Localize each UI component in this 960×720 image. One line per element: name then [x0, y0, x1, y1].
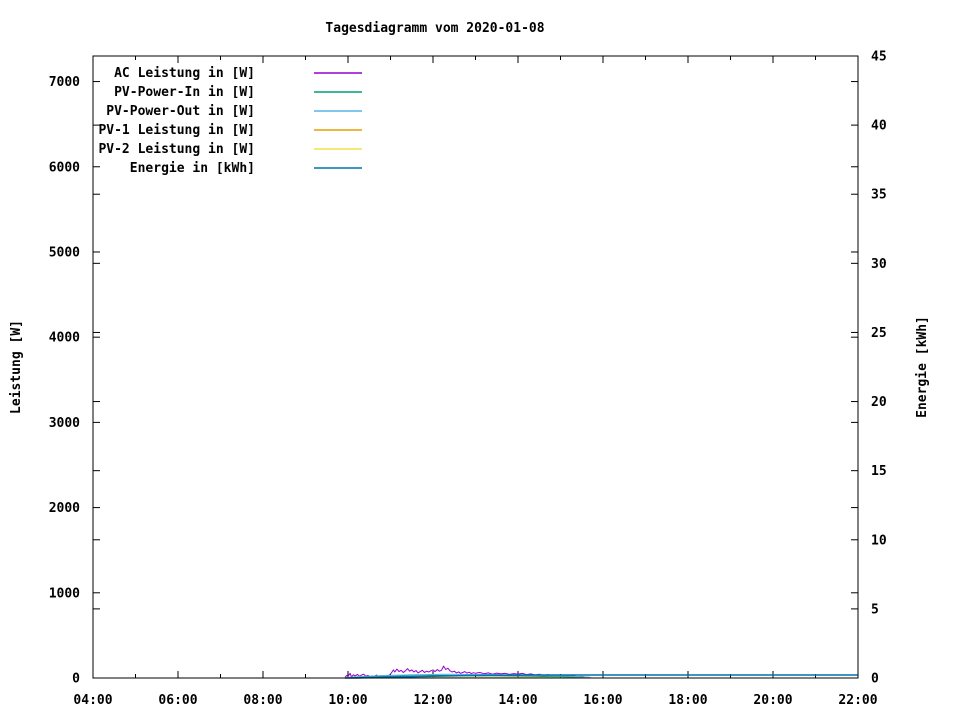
- y1-tick-label: 2000: [49, 501, 80, 516]
- y2-tick-label: 5: [871, 602, 879, 617]
- legend-label: Energie in [kWh]: [130, 161, 255, 176]
- legend-label: PV-Power-Out in [W]: [106, 104, 255, 119]
- y2-tick-label: 0: [871, 672, 879, 687]
- y2-tick-label: 20: [871, 395, 887, 410]
- x-tick-label: 10:00: [328, 693, 367, 708]
- series-line-energie-in-kwh: [344, 674, 858, 679]
- y1-tick-label: 7000: [49, 75, 80, 90]
- y2-tick-label: 45: [871, 50, 887, 65]
- y1-tick-label: 5000: [49, 245, 80, 260]
- y1-tick-label: 3000: [49, 416, 80, 431]
- series-lines: [344, 665, 858, 679]
- x-tick-label: 06:00: [158, 693, 197, 708]
- x-tick-label: 20:00: [753, 693, 792, 708]
- x-tick-label: 18:00: [668, 693, 707, 708]
- legend: AC Leistung in [W] PV-Power-In in [W] PV-P…: [98, 66, 362, 176]
- y2-tick-label: 15: [871, 464, 887, 479]
- y1-tick-label: 6000: [49, 160, 80, 175]
- x-tick-label: 12:00: [413, 693, 452, 708]
- plot-border: [92, 55, 859, 679]
- legend-label: PV-2 Leistung in [W]: [98, 142, 255, 157]
- x-tick-label: 16:00: [583, 693, 622, 708]
- y2-axis-label: Energie [kWh]: [915, 316, 930, 418]
- y1-tick-label: 0: [72, 672, 80, 687]
- y2-tick-label: 10: [871, 533, 887, 548]
- y1-axis-label: Leistung [W]: [9, 320, 24, 414]
- legend-label: AC Leistung in [W]: [114, 66, 255, 81]
- chart-title: Tagesdiagramm vom 2020-01-08: [325, 21, 544, 36]
- x-tick-label: 04:00: [73, 693, 112, 708]
- y1-tick-label: 4000: [49, 331, 80, 346]
- x-tick-label: 08:00: [243, 693, 282, 708]
- y2-tick-label: 30: [871, 257, 887, 272]
- y1-tick-label: 1000: [49, 586, 80, 601]
- legend-label: PV-Power-In in [W]: [114, 85, 255, 100]
- y2-tick-label: 40: [871, 119, 887, 134]
- legend-label: PV-1 Leistung in [W]: [98, 123, 255, 138]
- x-tick-label: 14:00: [498, 693, 537, 708]
- y2-tick-label: 25: [871, 326, 887, 341]
- x-tick-label: 22:00: [838, 693, 877, 708]
- axis-tick-labels: 04:00 06:00 08:00 10:00 12:00 14:00 16:00 18:00…: [49, 50, 887, 709]
- y2-tick-label: 35: [871, 188, 887, 203]
